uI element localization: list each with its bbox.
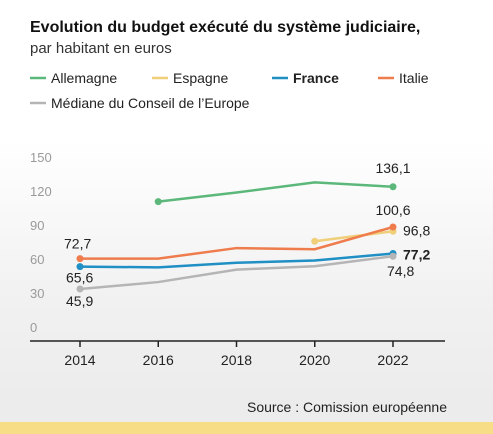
y-tick-label: 0 xyxy=(30,320,37,335)
x-tick-label: 2018 xyxy=(221,352,252,368)
data-point xyxy=(389,252,397,260)
value-label: 77,2 xyxy=(403,247,430,263)
y-tick-label: 90 xyxy=(30,218,44,233)
series-line xyxy=(80,225,394,260)
footer-band xyxy=(0,422,493,434)
y-tick-label: 120 xyxy=(30,184,52,199)
data-point xyxy=(154,198,162,206)
legend-label: Espagne xyxy=(173,70,228,86)
series-line xyxy=(314,230,394,243)
series-line xyxy=(79,252,394,269)
value-label: 100,6 xyxy=(375,202,410,218)
x-tick-label: 2016 xyxy=(143,352,174,368)
data-point xyxy=(76,255,84,263)
data-point xyxy=(311,237,319,245)
value-label: 96,8 xyxy=(403,222,430,238)
value-label: 136,1 xyxy=(375,160,410,176)
value-label: 74,8 xyxy=(387,263,414,279)
legend-label: Italie xyxy=(399,70,429,86)
legend-label: Médiane du Conseil de l’Europe xyxy=(51,95,250,111)
chart-subtitle: par habitant en euros xyxy=(30,40,172,57)
value-label: 65,6 xyxy=(66,270,93,286)
data-point xyxy=(389,183,397,191)
y-tick-label: 60 xyxy=(30,252,44,267)
series-line xyxy=(158,181,394,203)
x-tick-label: 2014 xyxy=(64,352,95,368)
chart-title: Evolution du budget exécuté du système j… xyxy=(30,19,420,36)
data-point xyxy=(76,263,84,271)
data-point xyxy=(389,223,397,231)
series-line xyxy=(79,254,394,291)
x-tick-label: 2020 xyxy=(299,352,330,368)
x-tick-label: 2022 xyxy=(377,352,408,368)
legend-label: France xyxy=(293,70,339,86)
value-label: 45,9 xyxy=(66,293,93,309)
source: Source : Comission européenne xyxy=(247,399,447,415)
legend-label: Allemagne xyxy=(51,70,117,86)
data-point xyxy=(76,285,84,293)
y-tick-label: 30 xyxy=(30,286,44,301)
value-label: 72,7 xyxy=(64,236,91,252)
y-tick-label: 150 xyxy=(30,150,52,165)
